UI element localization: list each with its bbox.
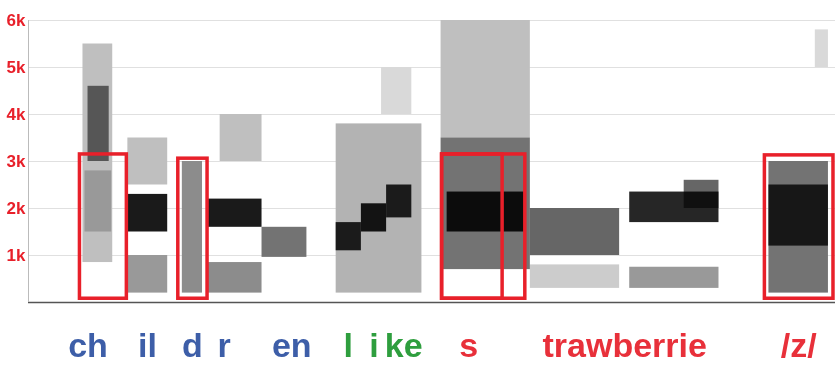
svg-text:ke: ke (385, 326, 423, 364)
svg-text:4k: 4k (7, 105, 26, 124)
svg-text:/z/: /z/ (781, 326, 817, 364)
svg-text:trawberrie: trawberrie (542, 326, 706, 364)
svg-text:6k: 6k (7, 11, 26, 30)
svg-text:l: l (344, 326, 353, 364)
svg-text:i: i (369, 326, 378, 364)
svg-text:5k: 5k (7, 58, 26, 77)
svg-text:3k: 3k (7, 152, 26, 171)
svg-text:il: il (138, 326, 157, 364)
svg-text:2k: 2k (7, 199, 26, 218)
svg-text:d: d (182, 326, 203, 364)
svg-text:s: s (459, 326, 478, 364)
svg-text:en: en (272, 326, 312, 364)
svg-text:r: r (218, 326, 231, 364)
svg-text:1k: 1k (7, 246, 26, 265)
svg-text:ch: ch (68, 326, 108, 364)
